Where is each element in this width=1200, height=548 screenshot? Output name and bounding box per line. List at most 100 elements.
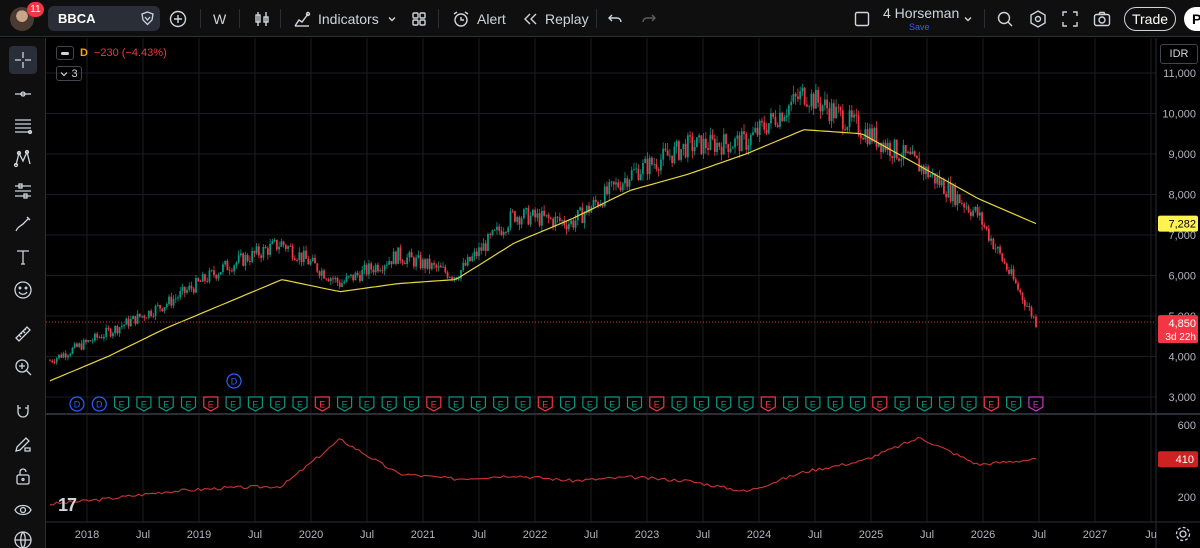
undo-button[interactable]: [606, 0, 624, 37]
candle-body: [318, 271, 321, 276]
legend-collapse-button[interactable]: 3: [56, 66, 82, 81]
candle-body: [138, 313, 141, 317]
time-axis[interactable]: 2018 Jul 2019 Jul 2020 Jul 2021 Jul 2022 Jul 2023 J…: [75, 529, 1157, 541]
time-axis-label: Jul: [808, 529, 822, 541]
settings-button[interactable]: [1028, 0, 1048, 37]
currency-button[interactable]: IDR: [1160, 44, 1198, 64]
price-axis[interactable]: 11,00010,0009,0008,0007,0006,0005,0004,0…: [1162, 68, 1196, 404]
candle-body: [603, 186, 606, 207]
candle-body: [880, 142, 882, 153]
snapshot-button[interactable]: [1092, 0, 1112, 37]
indicators-button[interactable]: Indicators: [292, 0, 379, 37]
candle-body: [107, 327, 110, 330]
symbol-search-button[interactable]: BBCA: [48, 6, 160, 31]
candle-body: [457, 278, 460, 280]
indicators-dropdown[interactable]: [386, 0, 398, 37]
publish-label: P: [1192, 11, 1200, 27]
zoom-tool[interactable]: [9, 353, 37, 381]
candle-body: [898, 158, 900, 161]
candle-body: [444, 266, 447, 273]
candle-body: [195, 278, 197, 293]
candle-body: [316, 263, 319, 272]
replay-button[interactable]: Replay: [521, 0, 589, 37]
earnings-marker: [939, 396, 955, 412]
magnet-tool[interactable]: [9, 398, 37, 426]
time-axis-label: Jul: [1032, 529, 1046, 541]
candle-body: [646, 158, 649, 175]
add-symbol-button[interactable]: [168, 0, 188, 37]
hide-drawings-tool[interactable]: [9, 496, 37, 524]
object-tree-tool[interactable]: [9, 526, 37, 548]
candle-body: [296, 259, 298, 261]
candle-body: [498, 226, 501, 231]
candle-body: [588, 205, 590, 213]
candle-body: [839, 107, 842, 111]
stay-in-drawing-tool[interactable]: [9, 430, 37, 458]
quick-search-button[interactable]: [995, 0, 1015, 37]
candle-body: [999, 246, 1001, 254]
candle-body: [743, 131, 745, 134]
brush-tool[interactable]: [9, 210, 37, 238]
chart-type-button[interactable]: [253, 0, 271, 37]
candle-body: [327, 279, 330, 282]
candle-body: [931, 173, 934, 176]
forecast-tool[interactable]: [9, 177, 37, 205]
price-axis-label: 4,000: [1168, 352, 1196, 364]
measure-tool[interactable]: [9, 320, 37, 348]
candle-body: [900, 159, 903, 161]
candle-body: [386, 264, 388, 266]
candle-body: [925, 166, 927, 175]
lock-tool[interactable]: [9, 462, 37, 490]
candle-body: [644, 158, 647, 163]
redo-button[interactable]: [640, 0, 658, 37]
candle-body: [493, 229, 496, 231]
fullscreen-button[interactable]: [1061, 0, 1079, 37]
fullscreen-icon: [1062, 10, 1078, 27]
candle-body: [536, 213, 539, 218]
event-marker-label: E: [899, 400, 905, 410]
interval-button[interactable]: W: [213, 0, 226, 37]
emoji-tool[interactable]: [9, 276, 37, 304]
event-marker-label: E: [119, 400, 125, 410]
chevron-down-icon: [61, 71, 68, 76]
candle-body: [783, 117, 786, 122]
legend-toggle[interactable]: [56, 46, 74, 60]
crosshair-tool[interactable]: [9, 46, 37, 74]
candle-body: [253, 251, 256, 254]
candle-body: [150, 310, 152, 317]
templates-button[interactable]: [410, 0, 428, 37]
time-axis-label: 2019: [187, 529, 211, 541]
text-tool[interactable]: [9, 243, 37, 271]
last-price-tag: [1158, 315, 1198, 344]
candle-body: [597, 202, 599, 207]
candle-body: [916, 155, 918, 159]
trade-button[interactable]: Trade: [1124, 7, 1176, 31]
candle-body: [289, 246, 292, 248]
alert-button[interactable]: Alert: [451, 0, 506, 37]
layout-dropdown[interactable]: [962, 0, 974, 37]
candle-body: [489, 233, 492, 235]
candle-body: [487, 233, 489, 252]
time-axis-label: 2026: [971, 529, 995, 541]
earnings-marker: [983, 396, 999, 412]
candle-body: [826, 99, 829, 109]
candle-body: [951, 185, 954, 202]
gear-icon[interactable]: [1174, 525, 1192, 543]
candle-body: [1032, 316, 1035, 318]
candle-body: [1028, 306, 1031, 308]
grid-icon: [412, 11, 426, 26]
candle-body: [657, 169, 660, 171]
publish-button[interactable]: P: [1184, 7, 1200, 31]
candle-body: [255, 246, 258, 254]
candle-body: [325, 278, 328, 280]
candle-body: [320, 270, 323, 276]
trend-line-tool[interactable]: [9, 80, 37, 108]
candle-body: [747, 145, 750, 150]
fib-tool[interactable]: [9, 112, 37, 140]
price-chart[interactable]: D D E E E E E E E E E E E E E E E E E E E E E E E E E E E E E E E E E E E E E E…: [46, 38, 1200, 548]
layout-select-checkbox[interactable]: [853, 0, 871, 37]
candle-body: [78, 343, 81, 347]
candle-body: [475, 251, 478, 257]
candle-body: [776, 124, 779, 127]
pattern-tool[interactable]: [9, 144, 37, 172]
